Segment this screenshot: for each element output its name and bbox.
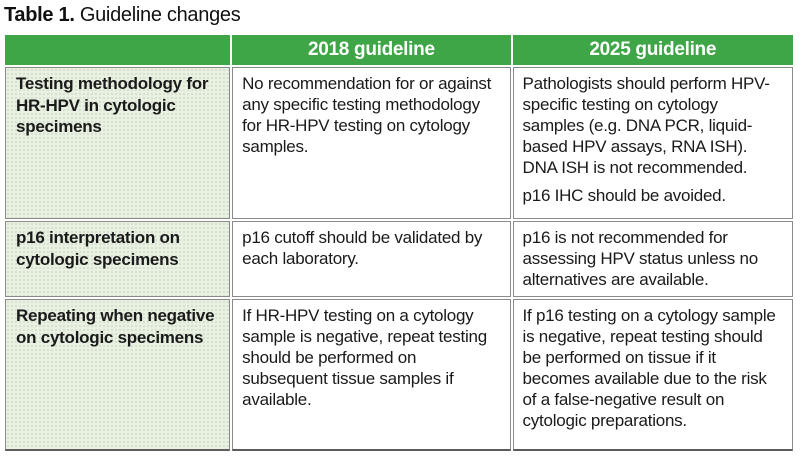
table-title: Table 1. Guideline changes	[4, 2, 241, 28]
table-row-testing-methodology: Testing methodology for HR-HPV in cytolo…	[5, 67, 793, 219]
cell-2018-testing-methodology: No recommendation for or against any spe…	[232, 67, 511, 219]
cell-paragraph: If p16 testing on a cytology sample is n…	[522, 306, 776, 430]
cell-paragraph: No recommendation for or against any spe…	[242, 74, 492, 156]
header-empty-cell	[5, 35, 231, 65]
header-2025-cell: 2025 guideline	[512, 35, 793, 65]
table-row-p16-interpretation: p16 interpretation on cytologic specimen…	[5, 221, 793, 297]
cell-2018-p16-interpretation: p16 cutoff should be validated by each l…	[232, 221, 511, 297]
cell-paragraph: p16 IHC should be avoided.	[522, 186, 727, 205]
row-label-p16-interpretation: p16 interpretation on cytologic specimen…	[5, 221, 231, 297]
header-2018-cell: 2018 guideline	[232, 35, 511, 65]
cell-2018-repeating-when-negative: If HR-HPV testing on a cytology sample i…	[232, 299, 511, 451]
cell-2025-repeating-when-negative: If p16 testing on a cytology sample is n…	[512, 299, 793, 451]
cell-paragraph: p16 is not recommended for assessing HPV…	[522, 228, 759, 289]
row-label-testing-methodology: Testing methodology for HR-HPV in cytolo…	[5, 67, 231, 219]
row-label-repeating-when-negative: Repeating when negative on cytologic spe…	[5, 299, 231, 451]
guideline-table: 2018 guideline 2025 guideline Testing me…	[3, 33, 795, 453]
cell-2025-p16-interpretation: p16 is not recommended for assessing HPV…	[512, 221, 793, 297]
cell-2025-testing-methodology: Pathologists should perform HPV-specific…	[512, 67, 793, 219]
header-row: 2018 guideline 2025 guideline	[5, 35, 793, 65]
cell-paragraph: If HR-HPV testing on a cytology sample i…	[242, 306, 487, 409]
table-title-text: Guideline changes	[74, 4, 241, 26]
cell-paragraph: p16 cutoff should be validated by each l…	[242, 228, 483, 268]
table-title-label: Table 1.	[4, 4, 75, 26]
cell-paragraph: Pathologists should perform HPV-specific…	[522, 74, 770, 177]
table-row-repeating-when-negative: Repeating when negative on cytologic spe…	[5, 299, 793, 451]
